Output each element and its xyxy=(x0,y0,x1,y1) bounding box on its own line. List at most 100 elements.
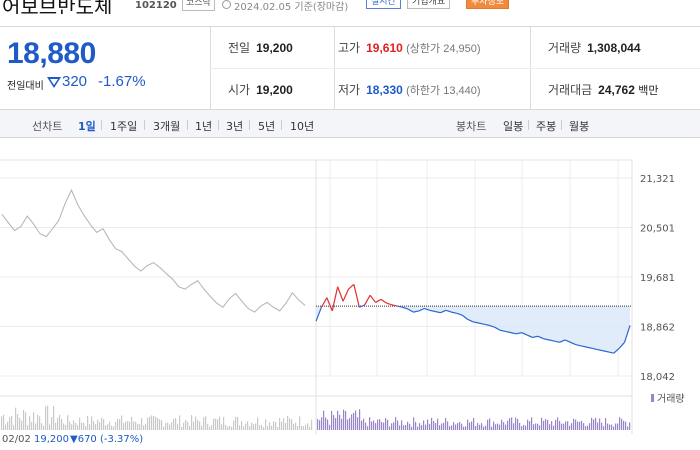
volume-bar xyxy=(455,424,457,430)
volume-bar xyxy=(121,415,123,430)
invest-info-button[interactable]: 투자정보 xyxy=(466,0,510,9)
realtime-button[interactable]: 실시간 xyxy=(366,0,401,9)
candle-tab-weekly[interactable]: 주봉 xyxy=(536,120,557,133)
current-day-segment xyxy=(413,310,419,313)
volume-bar xyxy=(613,426,615,430)
volume-bar xyxy=(37,414,39,430)
current-day-segment xyxy=(434,310,441,314)
y-axis: 21,321 20,501 19,681 18,862 18,042 xyxy=(640,174,675,383)
volume-bar xyxy=(295,422,297,430)
volume-bar xyxy=(161,420,163,430)
volume-bar xyxy=(107,424,109,430)
current-day-segment xyxy=(510,332,517,335)
volume-bar xyxy=(77,425,79,430)
period-tab-3y[interactable]: 3년 xyxy=(226,120,244,133)
volume-bar xyxy=(517,418,519,430)
quote-panel: 18,880 전일대비 320 -1.67% 전일 19,200 고가 19,610… xyxy=(0,26,700,110)
volume-bar xyxy=(67,415,69,430)
volume-bar xyxy=(159,419,161,430)
current-day-segment xyxy=(494,326,501,331)
volume-bar xyxy=(253,424,255,430)
volume-bar xyxy=(167,422,169,430)
lower-limit: (하한가 13,440) xyxy=(406,85,481,97)
current-day-segment xyxy=(548,339,555,342)
volume-bar xyxy=(459,421,461,430)
volume-bar xyxy=(223,417,225,430)
volume-bar xyxy=(443,422,445,430)
period-tab-1y[interactable]: 1년 xyxy=(195,120,213,133)
company-overview-button[interactable]: 기업개요 xyxy=(407,0,451,9)
volume-bar xyxy=(477,422,479,430)
volume-bar xyxy=(361,420,363,430)
period-tab-10y[interactable]: 10년 xyxy=(290,120,315,133)
base-date: 2024.02.05 기준(장마감) xyxy=(234,2,349,13)
volume-bar xyxy=(487,419,489,430)
volume-bar xyxy=(23,409,25,430)
volume-bar xyxy=(269,422,271,430)
volume-bar xyxy=(569,425,571,430)
volume-bar xyxy=(83,422,85,430)
volume-bar xyxy=(91,416,93,430)
chart-grid xyxy=(0,159,633,434)
current-day-segment xyxy=(315,307,322,322)
volume-bar xyxy=(573,418,575,430)
volume-bar xyxy=(257,417,259,430)
volume-bar xyxy=(123,423,125,430)
y-tick-label: 18,862 xyxy=(640,323,675,334)
volume-bar xyxy=(403,425,405,430)
current-day-segment xyxy=(375,298,382,303)
volume-bar xyxy=(539,425,541,430)
volume-bar xyxy=(65,424,67,430)
divider xyxy=(187,120,188,130)
volume-bar xyxy=(73,420,75,430)
volume-bar xyxy=(227,426,229,430)
period-tab-1d[interactable]: 1일 xyxy=(78,120,96,133)
volume-bar xyxy=(207,423,209,430)
volume-bar xyxy=(507,420,509,430)
volume-bar xyxy=(219,416,221,430)
volume-bar xyxy=(529,421,531,430)
volume-bar xyxy=(163,426,165,430)
current-day-segment xyxy=(478,322,484,325)
divider xyxy=(528,120,529,130)
low-value: 18,330 xyxy=(366,83,403,97)
volume-bar xyxy=(323,410,325,430)
volume-bar xyxy=(51,417,53,430)
volume-bar xyxy=(63,423,65,430)
volume-bar xyxy=(283,418,285,430)
volume-bar xyxy=(445,418,447,430)
volume-bar xyxy=(197,419,199,430)
volume-bar xyxy=(615,423,617,430)
period-tab-3m[interactable]: 3개월 xyxy=(153,120,181,133)
volume-bar xyxy=(39,416,41,430)
volume-bar xyxy=(199,421,201,430)
current-day-segment xyxy=(564,339,571,343)
volume-bar xyxy=(579,421,581,430)
divider xyxy=(144,120,145,130)
volume-bar xyxy=(581,420,583,430)
volume-bar xyxy=(565,421,567,430)
volume-bar xyxy=(3,414,5,430)
volume-bar xyxy=(29,416,31,430)
volume-bar xyxy=(69,421,71,430)
period-tab-1w[interactable]: 1주일 xyxy=(110,120,138,133)
volume-bar xyxy=(113,426,115,430)
y-tick-label: 21,321 xyxy=(640,174,675,185)
divider xyxy=(281,120,282,130)
volume-bar xyxy=(551,421,553,430)
volume-bar xyxy=(447,421,449,430)
candle-tab-daily[interactable]: 일봉 xyxy=(503,120,524,133)
candle-tab-monthly[interactable]: 월봉 xyxy=(569,120,590,133)
volume-bar xyxy=(173,418,175,430)
stock-name[interactable]: 어보브반도체 xyxy=(2,0,113,14)
volume-bar xyxy=(59,414,61,430)
amount-cell: 거래대금 24,762 백만 xyxy=(548,81,658,98)
volume-label: 거래량 xyxy=(548,41,582,55)
volume-bar xyxy=(203,417,205,430)
volume-bar xyxy=(419,423,421,430)
current-day-segment xyxy=(472,321,479,324)
volume-bar xyxy=(297,426,299,430)
period-tab-5y[interactable]: 5년 xyxy=(258,120,276,133)
volume-bar xyxy=(61,418,63,430)
